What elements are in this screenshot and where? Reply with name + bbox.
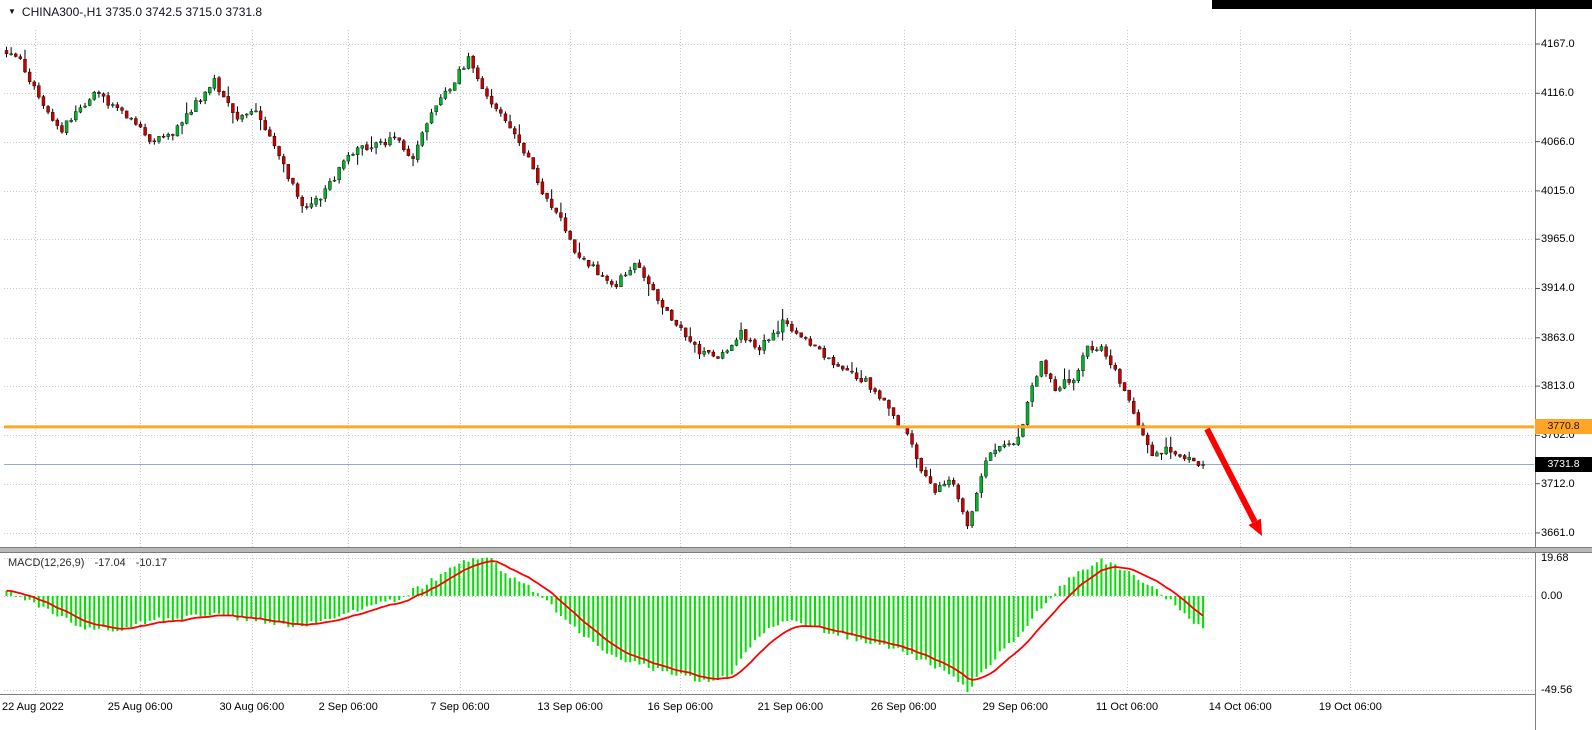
panel-separator[interactable]	[0, 547, 1592, 553]
hline-price-tag: 3770.8	[1535, 419, 1592, 435]
time-axis-label: 19 Oct 06:00	[1318, 701, 1382, 713]
price-axis-label: 4116.0	[1541, 87, 1574, 100]
time-axis-label: 26 Sep 06:00	[870, 701, 937, 713]
time-axis-label: 16 Sep 06:00	[647, 701, 713, 713]
time-axis-label: 7 Sep 06:00	[430, 701, 490, 713]
macd-main-value: -17.04	[94, 557, 126, 569]
symbol-ohlc-text: CHINA300-,H1 3735.0 3742.5 3715.0 3731.8	[21, 5, 263, 19]
price-scale[interactable]: 4167.0 4116.0 4066.0 4015.0 3965.0 3914.0 3863…	[1536, 0, 1592, 730]
price-axis-label: 3813.0	[1541, 380, 1575, 393]
price-axis-label: 4167.0	[1541, 38, 1575, 50]
price-axis-label: 3914.0	[1541, 282, 1575, 295]
symbol-info: ▼ CHINA300-,H1 3735.0 3742.5 3715.0 3731…	[8, 5, 262, 19]
macd-name: MACD(12,26,9)	[8, 557, 85, 569]
trend-arrow-head[interactable]	[1248, 518, 1262, 536]
last-price-tag: 3731.8	[1535, 457, 1592, 473]
grid-lines	[4, 30, 1534, 694]
price-axis-label: 4015.0	[1541, 184, 1575, 197]
time-axis-label: 30 Aug 06:00	[219, 701, 285, 713]
window-top-strip	[1212, 0, 1592, 9]
time-axis-label: 25 Aug 06:00	[107, 701, 173, 713]
time-axis-label: 13 Sep 06:00	[537, 701, 603, 713]
candles-series	[4, 46, 1205, 530]
price-axis-label: 3965.0	[1541, 233, 1575, 246]
time-axis[interactable]: 22 Aug 2022 25 Aug 06:00 30 Aug 06:00 2 Sep…	[0, 695, 1535, 730]
time-axis-label: 29 Sep 06:00	[982, 701, 1049, 713]
price-axis-label: 3661.0	[1541, 526, 1575, 539]
time-axis-label: 21 Sep 06:00	[757, 701, 824, 713]
price-axis-label: 3712.0	[1541, 477, 1575, 490]
time-axis-label: 22 Aug 2022	[2, 701, 64, 713]
macd-axis-label: 19.68	[1541, 552, 1569, 565]
macd-axis-label: -49.56	[1541, 684, 1573, 697]
macd-histogram	[5, 557, 1205, 693]
symbol-dropdown-icon[interactable]: ▼	[8, 7, 16, 16]
macd-axis-label: 0.00	[1541, 589, 1563, 602]
time-axis-label: 11 Oct 06:00	[1095, 701, 1159, 713]
trend-arrow-shaft[interactable]	[1204, 427, 1258, 524]
price-axis-label: 4066.0	[1541, 135, 1575, 148]
macd-signal-value: -10.17	[135, 557, 167, 569]
time-axis-label: 2 Sep 06:00	[318, 701, 378, 713]
price-axis-label: 3863.0	[1541, 331, 1575, 344]
time-axis-label: 14 Oct 06:00	[1208, 701, 1272, 713]
macd-signal-line	[6, 560, 1204, 681]
macd-indicator-label: MACD(12,26,9) -17.04 -10.17	[8, 557, 167, 569]
horizontal-line-object[interactable]	[4, 425, 1534, 429]
